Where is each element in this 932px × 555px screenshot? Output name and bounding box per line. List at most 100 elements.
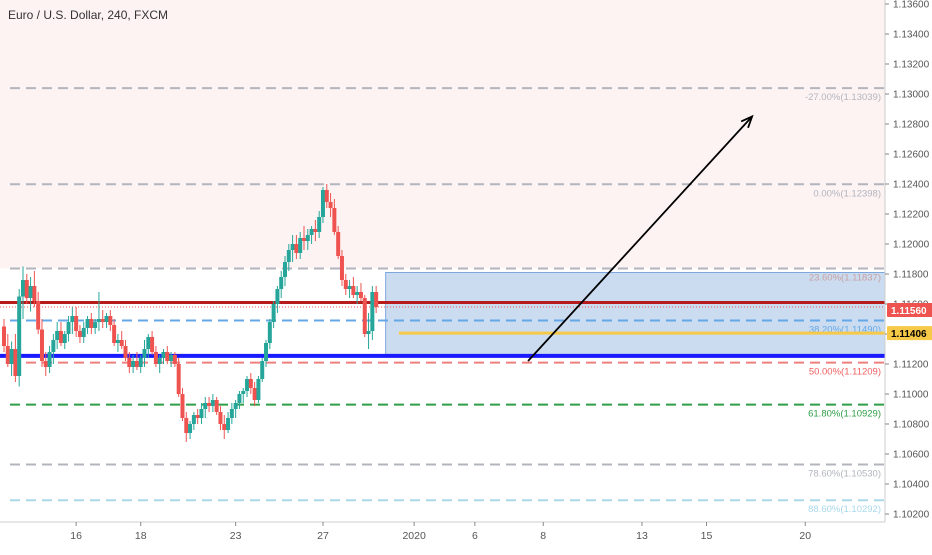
candle-body: [70, 316, 75, 322]
candle-body: [180, 394, 185, 418]
candle-body: [127, 358, 132, 367]
candle-body: [77, 331, 82, 337]
y-tick-label: 1.12400: [893, 180, 930, 191]
candle-body: [81, 328, 86, 337]
candle-body: [320, 190, 325, 217]
fib-level-label: 88.60%(1.10292): [808, 504, 881, 515]
price-tag-bg: [887, 303, 932, 317]
candle-body: [5, 346, 10, 364]
candle-body: [119, 340, 124, 346]
candle-body: [328, 202, 333, 208]
candle-body: [298, 238, 303, 253]
candle-body: [195, 415, 200, 418]
candle-body: [169, 355, 174, 361]
candle-body: [131, 361, 136, 367]
projection-arrow-head: [740, 114, 754, 129]
candle-body: [89, 319, 94, 328]
candle-body: [104, 316, 109, 322]
candle-body: [339, 256, 344, 280]
y-tick-label: 1.10200: [893, 510, 930, 521]
candle-body: [150, 337, 155, 352]
candle-body: [279, 277, 284, 289]
candle-body: [146, 337, 151, 349]
candle-body: [309, 229, 314, 235]
candle-body: [153, 352, 158, 364]
candle-body: [218, 412, 223, 424]
candle-body: [28, 286, 33, 298]
candle-body: [9, 349, 14, 364]
candle-body: [226, 418, 231, 430]
y-tick-label: 1.12000: [893, 240, 930, 251]
candle-body: [36, 301, 41, 330]
candle-body: [210, 400, 215, 406]
y-tick-label: 1.11200: [893, 360, 929, 371]
y-tick-label: 1.12200: [893, 210, 930, 221]
upper-zone: [0, 0, 885, 269]
candle-body: [62, 334, 67, 343]
x-tick-label: 13: [636, 530, 648, 542]
candle-body: [271, 304, 276, 322]
candle-body: [2, 326, 6, 346]
candle-body: [108, 316, 113, 325]
x-tick-label: 2020: [402, 530, 426, 542]
candle-body: [370, 292, 375, 331]
projection-arrow: [527, 115, 753, 362]
candle-body: [351, 286, 356, 295]
fib-level-label: 0.00%(1.12398): [813, 188, 881, 199]
candle-body: [267, 322, 272, 343]
y-tick-label: 1.13400: [893, 30, 930, 41]
y-tick-label: 1.13600: [893, 0, 930, 11]
candle-body: [286, 250, 291, 262]
candle-body: [100, 319, 105, 322]
fib-level-label: 61.80%(1.10929): [808, 409, 881, 420]
candle-body: [366, 331, 371, 334]
candle-body: [188, 424, 193, 433]
candle-body: [51, 340, 56, 352]
fib-level-label: 50.00%(1.11209): [809, 367, 881, 378]
price-tag-label: 1.11560: [891, 306, 927, 317]
candle-body: [294, 244, 299, 253]
candle-body: [229, 409, 234, 418]
candle-body: [47, 352, 52, 367]
x-tick-label: 18: [135, 530, 147, 542]
candle-body: [203, 403, 208, 409]
fib-level-label: 23.60%(1.11837): [809, 272, 881, 283]
candle-body: [165, 352, 170, 361]
chart-title: Euro / U.S. Dollar, 240, FXCM: [8, 8, 169, 22]
candle-body: [374, 292, 379, 307]
candle-body: [343, 280, 348, 289]
price-tag-label: 1.11406: [891, 329, 927, 340]
fib-level-label: -27.00%(1.13039): [805, 92, 881, 103]
candle-body: [301, 238, 306, 241]
candle-body: [317, 217, 322, 232]
candle-body: [199, 409, 204, 418]
candle-body: [123, 346, 128, 358]
candle-body: [260, 361, 265, 379]
candle-body: [43, 361, 48, 367]
candle-body: [358, 292, 363, 298]
candle-body: [264, 343, 269, 361]
candle-body: [222, 424, 227, 430]
x-tick-label: 8: [540, 530, 546, 542]
candle-body: [313, 229, 318, 232]
candle-body: [157, 358, 162, 364]
price-tag-bg: [887, 326, 932, 341]
y-tick-label: 1.10400: [893, 480, 930, 491]
candle-body: [66, 322, 71, 334]
candle-body: [39, 329, 44, 361]
candle-body: [134, 361, 139, 367]
candle-body: [74, 316, 79, 331]
candle-body: [17, 296, 22, 376]
x-tick-label: 15: [701, 530, 713, 542]
candle-body: [112, 325, 117, 343]
candle-body: [283, 262, 288, 277]
candle-body: [237, 394, 242, 403]
candle-body: [336, 232, 341, 256]
y-tick-label: 1.13000: [893, 90, 930, 101]
candle-body: [256, 379, 261, 400]
candle-body: [142, 349, 147, 358]
candle-body: [332, 208, 337, 232]
candle-body: [248, 379, 253, 388]
candle-body: [324, 190, 329, 202]
